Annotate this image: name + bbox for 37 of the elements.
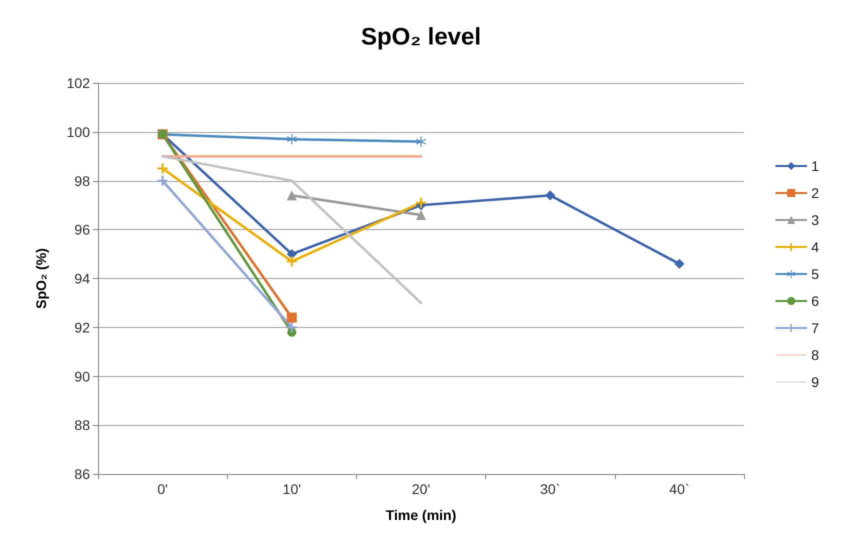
point xyxy=(286,249,297,260)
point xyxy=(286,322,297,332)
legend-label: 6 xyxy=(811,293,820,309)
y-tick-label: 88 xyxy=(74,417,90,434)
x-tick-label: 20' xyxy=(412,481,430,497)
legend-label: 7 xyxy=(811,320,820,336)
point xyxy=(286,134,297,144)
legend-label: 2 xyxy=(811,185,820,201)
point xyxy=(416,198,426,208)
x-tick-label: 30` xyxy=(540,481,560,497)
point xyxy=(286,312,297,323)
y-tick-label: 100 xyxy=(66,124,90,140)
legend-label: 9 xyxy=(811,374,820,390)
point xyxy=(158,176,168,186)
legend-label: 3 xyxy=(811,212,820,228)
legend-label: 4 xyxy=(811,239,820,255)
y-tick-label: 96 xyxy=(74,222,90,238)
chart-title: SpO₂ level xyxy=(360,24,482,50)
legend-label: 8 xyxy=(811,347,820,363)
point xyxy=(674,258,684,269)
y-tick-label: 102 xyxy=(66,75,90,91)
legend-label: 5 xyxy=(811,266,820,282)
x-tick-label: 10' xyxy=(282,481,301,497)
y-axis-title: SpO₂ (%) xyxy=(33,248,49,309)
y-tick-label: 92 xyxy=(74,319,90,336)
y-tick-label: 90 xyxy=(74,368,90,384)
y-tick-label: 98 xyxy=(74,172,90,189)
y-tick-label: 94 xyxy=(74,270,90,286)
x-axis-title: Time (min) xyxy=(386,507,456,523)
point xyxy=(158,164,168,174)
x-tick-label: 40` xyxy=(669,481,690,497)
point xyxy=(416,136,426,147)
x-tick-label: 0' xyxy=(157,481,168,497)
point xyxy=(286,256,297,266)
point xyxy=(545,190,556,200)
legend-label: 1 xyxy=(811,158,820,174)
y-tick-label: 86 xyxy=(74,466,90,482)
